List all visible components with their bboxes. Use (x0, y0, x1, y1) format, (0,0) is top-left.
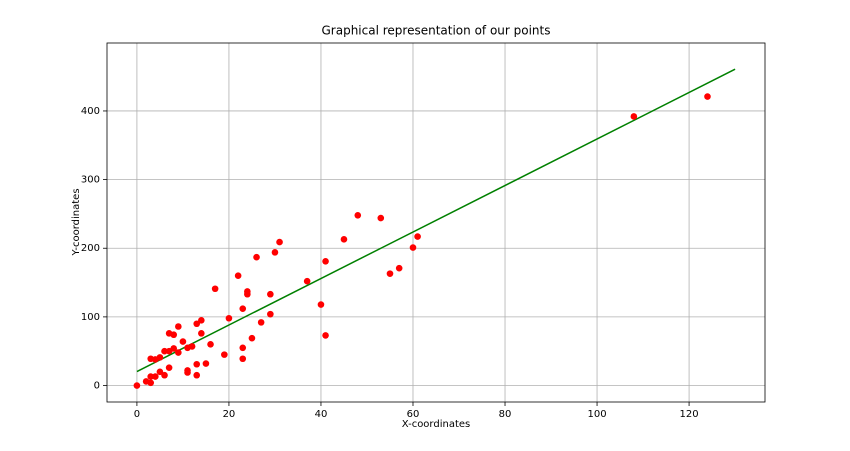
point (322, 332, 329, 339)
point (133, 382, 141, 389)
y-tick-label: 300 (81, 175, 100, 186)
point (193, 360, 201, 368)
point (147, 379, 155, 387)
point (267, 290, 274, 298)
point (704, 93, 711, 100)
point (340, 236, 348, 243)
point (409, 244, 417, 251)
point (271, 249, 279, 256)
point (198, 317, 205, 324)
point (395, 264, 403, 272)
point (175, 323, 182, 330)
x-tick-label: 100 (588, 409, 607, 420)
point (156, 354, 164, 361)
point (239, 305, 247, 312)
point (175, 349, 182, 356)
point (188, 343, 196, 350)
point (234, 272, 242, 279)
point (211, 285, 219, 293)
point (225, 314, 233, 322)
point (152, 373, 159, 380)
y-tick-label: 100 (81, 312, 100, 323)
point (276, 238, 283, 246)
x-axis-label: X-coordinates (402, 419, 471, 430)
point (202, 360, 210, 367)
point (386, 270, 394, 277)
point (239, 355, 247, 363)
point (207, 341, 214, 348)
point (221, 351, 228, 358)
point (170, 331, 178, 339)
point (377, 214, 385, 222)
x-tick-label: 20 (223, 409, 236, 420)
point (147, 373, 155, 380)
point (257, 319, 265, 326)
point (248, 334, 256, 342)
y-tick-label: 400 (81, 106, 100, 117)
point (414, 233, 421, 240)
y-tick-label: 0 (94, 381, 100, 392)
point (198, 330, 205, 337)
point (267, 310, 274, 318)
fit-line (136, 68, 736, 373)
point (193, 320, 201, 328)
point (239, 344, 247, 352)
point (630, 113, 638, 120)
x-tick-label: 120 (680, 409, 699, 420)
point (303, 277, 311, 285)
point (317, 301, 325, 308)
point (161, 347, 168, 355)
x-tick-label: 60 (407, 409, 420, 420)
y-tick-label: 200 (81, 243, 100, 254)
point (354, 211, 362, 219)
point (253, 253, 260, 261)
point (156, 368, 164, 376)
chart-title: Graphical representation of our points (322, 24, 551, 38)
x-tick-label: 0 (134, 409, 140, 420)
point (170, 345, 178, 352)
y-axis-label: Y-coordinates (71, 188, 82, 256)
point (184, 369, 191, 376)
point (165, 364, 173, 371)
point (193, 371, 201, 379)
plot-frame (106, 42, 766, 403)
point (161, 371, 168, 379)
point (244, 290, 251, 298)
point (322, 257, 329, 265)
x-tick-label: 40 (315, 409, 328, 420)
x-tick-label: 80 (499, 409, 512, 420)
point (179, 338, 187, 345)
